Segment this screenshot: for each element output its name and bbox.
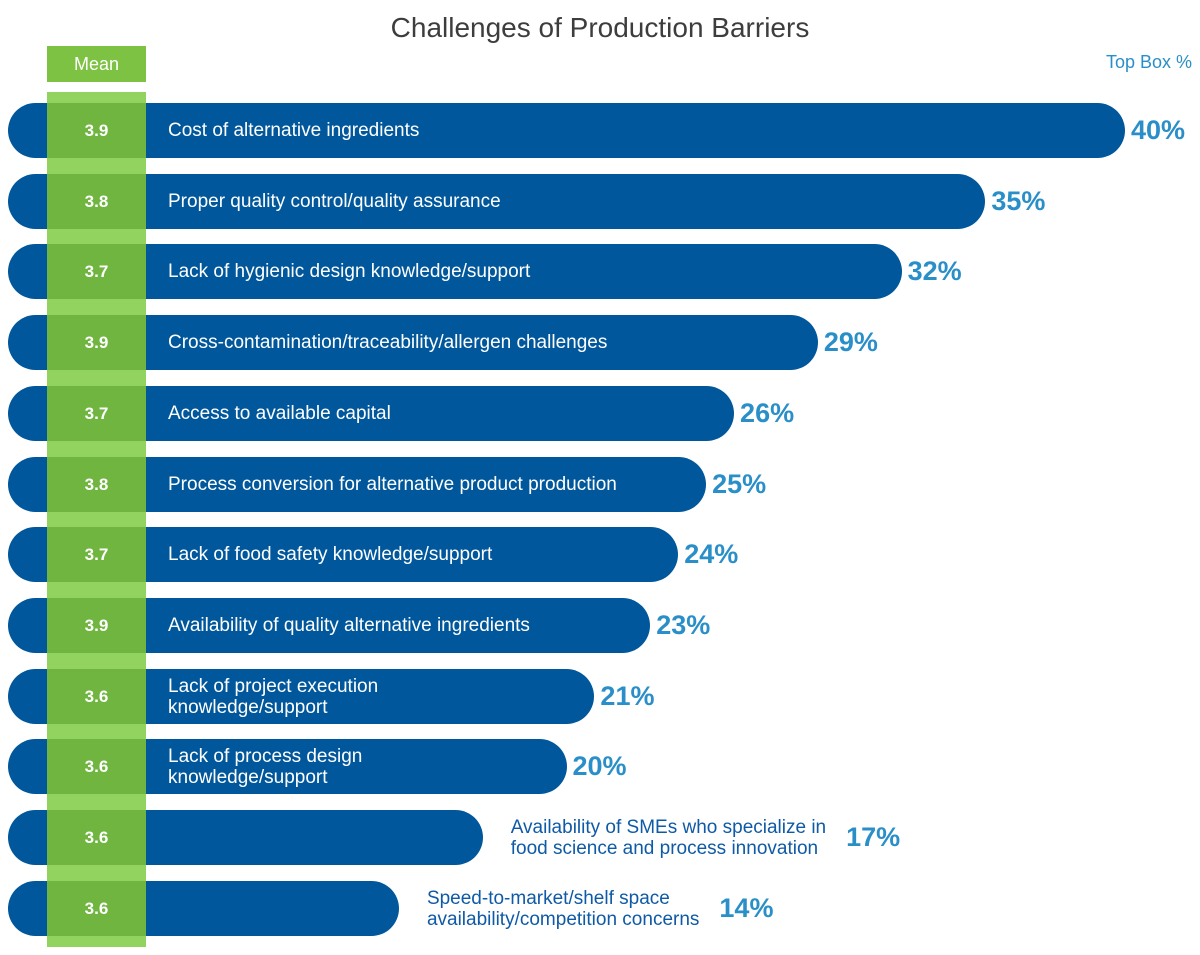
mean-column-band bbox=[47, 92, 146, 947]
top-box-column-header: Top Box % bbox=[1105, 52, 1192, 72]
category-label-9: Lack of project execution knowledge/supp… bbox=[168, 675, 379, 718]
mean-value-10: 3.6 bbox=[47, 739, 146, 794]
chart-title: Challenges of Production Barriers bbox=[390, 12, 810, 43]
mean-value-4: 3.9 bbox=[47, 315, 146, 370]
bar-3 bbox=[8, 244, 902, 299]
mean-value-12: 3.6 bbox=[47, 881, 146, 936]
mean-value-5: 3.7 bbox=[47, 386, 146, 441]
category-label-6: Process conversion for alternative produ… bbox=[168, 474, 617, 495]
mean-value-2: 3.8 bbox=[47, 174, 146, 229]
mean-value-1: 3.9 bbox=[47, 103, 146, 158]
value-label-2: 35% bbox=[991, 186, 1046, 216]
mean-value-11: 3.6 bbox=[47, 810, 146, 865]
category-label-7: Lack of food safety knowledge/support bbox=[168, 544, 493, 565]
category-label-11: Availability of SMEs who specialize in f… bbox=[510, 816, 827, 859]
category-label-8: Availability of quality alternative ingr… bbox=[168, 615, 530, 636]
category-label-10: Lack of process design knowledge/support bbox=[168, 745, 363, 788]
bar-1 bbox=[8, 103, 1125, 158]
mean-value-6: 3.8 bbox=[47, 457, 146, 512]
value-label-3: 32% bbox=[907, 256, 962, 286]
mean-value-9: 3.6 bbox=[47, 669, 146, 724]
value-label-4: 29% bbox=[823, 327, 878, 357]
category-label-12: Speed-to-market/shelf space availability… bbox=[426, 887, 700, 930]
value-label-6: 25% bbox=[712, 469, 767, 499]
value-label-8: 23% bbox=[656, 610, 711, 640]
category-label-4: Cross-contamination/traceability/allerge… bbox=[168, 332, 608, 353]
value-label-10: 20% bbox=[572, 751, 627, 781]
bar-2 bbox=[8, 174, 986, 229]
value-label-5: 26% bbox=[740, 398, 795, 428]
value-label-12: 14% bbox=[719, 893, 774, 923]
mean-value-8: 3.9 bbox=[47, 598, 146, 653]
mean-value-7: 3.7 bbox=[47, 527, 146, 582]
value-label-9: 21% bbox=[600, 681, 655, 711]
value-label-11: 17% bbox=[846, 822, 901, 852]
mean-value-3: 3.7 bbox=[47, 244, 146, 299]
value-label-1: 40% bbox=[1131, 115, 1186, 145]
value-label-7: 24% bbox=[684, 539, 739, 569]
category-label-1: Cost of alternative ingredients bbox=[168, 120, 420, 141]
mean-column-header: Mean bbox=[47, 46, 146, 82]
category-label-3: Lack of hygienic design knowledge/suppor… bbox=[168, 261, 531, 282]
category-label-2: Proper quality control/quality assurance bbox=[168, 191, 501, 212]
category-label-5: Access to available capital bbox=[168, 403, 391, 424]
